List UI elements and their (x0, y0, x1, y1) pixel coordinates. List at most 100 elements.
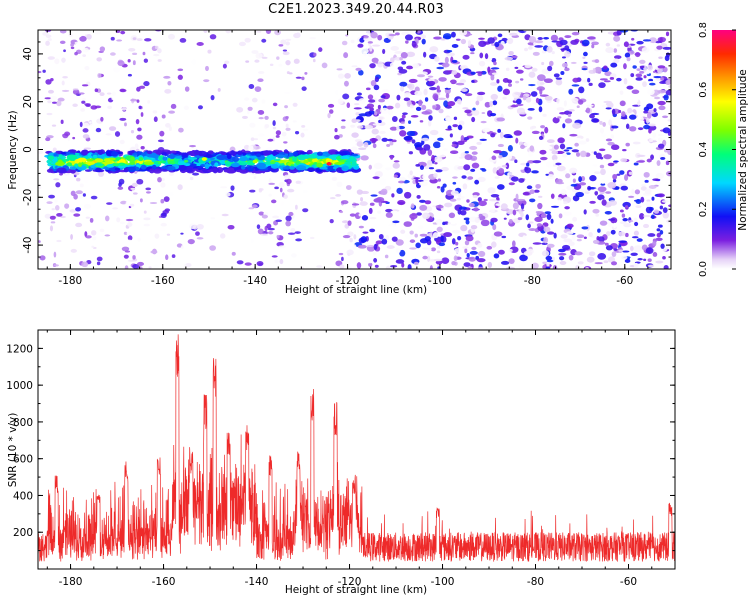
spectrogram-cell (55, 150, 61, 154)
spectrogram-cell (80, 108, 85, 112)
spectrogram-cell (608, 200, 618, 206)
spectrogram-cell (329, 197, 336, 200)
spectrogram-cell (528, 36, 537, 43)
spectrogram-cell (490, 93, 498, 101)
spectrogram-cell (650, 154, 654, 160)
spectrogram-cell (619, 100, 626, 107)
spectrogram-cell (183, 105, 190, 111)
spectrogram-cell (494, 176, 500, 179)
spectrogram-cell (82, 47, 89, 53)
spectrogram-cell (159, 130, 165, 137)
spectrogram-cell (298, 71, 305, 77)
spectrogram-cell (292, 53, 298, 58)
spectrogram-cell (100, 116, 104, 122)
spectrogram-cell (620, 206, 625, 210)
spectrogram-cell (341, 200, 349, 205)
spectrogram-cell (127, 235, 133, 241)
spectrogram-cell (112, 207, 119, 210)
spectrogram-cell (613, 248, 618, 251)
spectrogram-cell (352, 244, 357, 250)
spectrogram-cell (337, 98, 344, 105)
spectrogram-cell (341, 256, 344, 262)
spectrogram-cell (143, 210, 147, 214)
spectrogram-cell (464, 93, 473, 97)
spectrogram-cell (515, 80, 520, 84)
spectrogram-cell (587, 187, 597, 190)
spectrogram-cell (272, 150, 278, 157)
snr-xlabel: Height of straight line (km) (285, 584, 427, 596)
spectrogram-cell (633, 162, 639, 166)
spectrogram-cell (565, 173, 571, 179)
spectrogram-cell (455, 241, 459, 246)
spectrogram-cell (634, 98, 639, 103)
spectrogram-cell (327, 103, 335, 108)
spectrogram-cell (188, 163, 197, 167)
spectrogram-cell (493, 253, 500, 259)
spectrogram-cell (657, 224, 663, 228)
spectrogram-cell (226, 153, 232, 159)
spectrogram-cell (72, 89, 80, 95)
spectrogram-cell (325, 158, 333, 164)
spectrogram-cell (452, 181, 457, 185)
spectrogram-cell (613, 48, 618, 53)
spectrogram-cell (450, 190, 459, 196)
y-tick-label: 40 (22, 47, 34, 60)
spectrogram-cell (628, 171, 633, 175)
spectrogram-cell (621, 213, 626, 218)
spectrogram-cell (83, 140, 88, 147)
spectrogram-cell (116, 39, 123, 42)
spectrogram-cell (260, 233, 269, 236)
spectrogram-cell (274, 30, 281, 36)
spectrogram-cell (660, 156, 666, 160)
spectrogram-cell (464, 248, 468, 254)
spectrogram-cell (295, 32, 301, 38)
spectrogram-cell (97, 149, 104, 155)
spectrogram-cell (507, 171, 513, 176)
spectrogram-cell (426, 133, 431, 137)
spectrogram-cell (48, 194, 55, 199)
spectrogram-cell (607, 141, 615, 146)
spectrogram-cell (589, 200, 596, 204)
spectrogram-cell (648, 128, 652, 134)
spectrogram-cell (586, 256, 595, 263)
spectrogram-cell (278, 63, 283, 67)
spectrogram-cell (285, 178, 292, 185)
spectrogram-cell (131, 182, 138, 188)
spectrogram-cell (615, 186, 620, 190)
spectrogram-cell (178, 127, 184, 133)
spectrogram-cell (351, 132, 359, 138)
spectrogram-cell (168, 172, 174, 177)
spectrogram-cell (597, 194, 605, 201)
spectrogram-cell (353, 234, 357, 240)
spectrogram-cell (42, 69, 46, 73)
spectrogram-cell (611, 261, 618, 266)
spectrogram-cell (55, 182, 61, 188)
spectrogram-cell (487, 66, 491, 73)
spectrogram-cell (620, 185, 628, 191)
spectrogram-cell (244, 97, 250, 101)
spectrogram-cell (550, 193, 555, 199)
spectrogram-cell (423, 51, 427, 58)
spectrogram-cell (125, 135, 131, 140)
spectrogram-cell (617, 141, 624, 145)
spectrogram-cell (70, 46, 75, 50)
spectrogram-cell (90, 105, 98, 110)
spectrogram-cell (302, 189, 308, 193)
spectrogram-cell (344, 72, 351, 79)
spectrogram-cell (231, 251, 236, 256)
spectrogram-cell (399, 57, 403, 61)
spectrogram-cell (283, 141, 288, 144)
spectrogram-cell (415, 177, 419, 184)
spectrogram-cell (375, 240, 383, 245)
spectrogram-cell (570, 61, 577, 64)
spectrogram-cell (132, 192, 138, 195)
spectrogram-cell (507, 83, 513, 87)
spectrogram-cell (539, 94, 549, 97)
spectrogram-cell (375, 197, 385, 203)
spectrogram-cell (529, 189, 535, 195)
spectrogram-cell (366, 30, 371, 36)
spectrogram-cell (117, 162, 126, 166)
spectrogram-cell (140, 146, 145, 150)
spectrogram-cell (258, 117, 264, 120)
spectrogram-cell (225, 30, 232, 34)
